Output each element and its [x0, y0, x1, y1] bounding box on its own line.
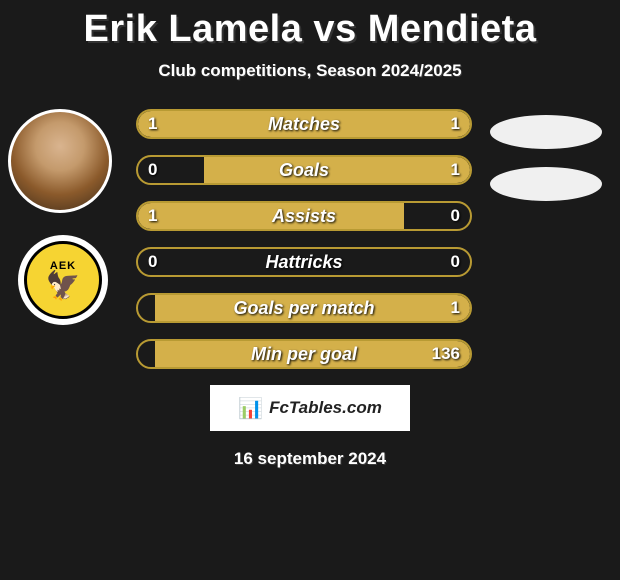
comparison-title: Erik Lamela vs Mendieta [0, 0, 620, 51]
club-badge: AEK 🦅 [18, 235, 108, 325]
stat-label: Matches [138, 114, 470, 135]
chart-icon: 📊 [238, 396, 263, 421]
comparison-content: AEK 🦅 1Matches1 0Goals1 1Assists0 0Hattrick… [0, 109, 620, 369]
player-right-column [490, 115, 602, 219]
watermark-text: FcTables.com [269, 398, 382, 418]
watermark: 📊 FcTables.com [210, 385, 410, 431]
stat-row: 0Hattricks0 [136, 247, 472, 277]
stat-label: Hattricks [138, 252, 470, 273]
player-right-placeholder-1 [490, 115, 602, 149]
stat-row: 1Matches1 [136, 109, 472, 139]
stat-row: Goals per match1 [136, 293, 472, 323]
comparison-subtitle: Club competitions, Season 2024/2025 [0, 61, 620, 81]
stat-bars: 1Matches1 0Goals1 1Assists0 0Hattricks0 Goal… [136, 109, 472, 369]
stat-row: 1Assists0 [136, 201, 472, 231]
stat-label: Min per goal [138, 344, 470, 365]
eagle-icon: 🦅 [46, 272, 81, 300]
player-right-placeholder-2 [490, 167, 602, 201]
stat-label: Assists [138, 206, 470, 227]
stat-label: Goals per match [138, 298, 470, 319]
player-avatar [8, 109, 112, 213]
comparison-date: 16 september 2024 [0, 449, 620, 469]
stat-row: 0Goals1 [136, 155, 472, 185]
stat-label: Goals [138, 160, 470, 181]
player-left-column: AEK 🦅 [8, 109, 118, 325]
stat-row: Min per goal136 [136, 339, 472, 369]
club-badge-inner: AEK 🦅 [24, 241, 102, 319]
